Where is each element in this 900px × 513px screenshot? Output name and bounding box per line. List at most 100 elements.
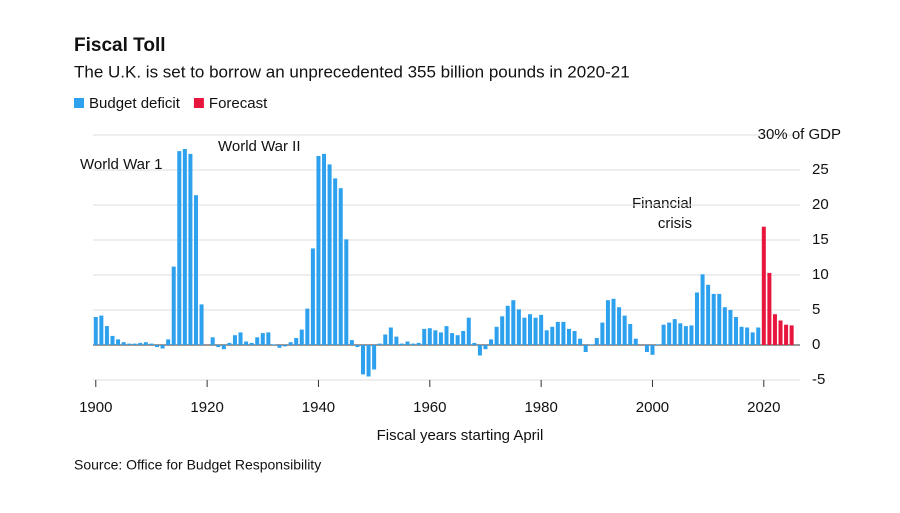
- bar: [255, 337, 260, 345]
- bar: [644, 345, 649, 352]
- bar: [561, 321, 566, 345]
- bar: [695, 292, 700, 345]
- bar: [583, 345, 588, 352]
- bar: [516, 309, 521, 345]
- bar: [628, 324, 633, 345]
- bar: [500, 316, 505, 345]
- bar: [438, 332, 443, 345]
- bar: [505, 305, 510, 345]
- bar: [327, 164, 332, 345]
- x-axis-label: Fiscal years starting April: [377, 427, 544, 444]
- bar: [784, 324, 789, 345]
- bar: [767, 272, 772, 345]
- bar: [227, 342, 232, 345]
- bar: [322, 153, 327, 345]
- bar: [656, 344, 661, 345]
- bar: [193, 195, 198, 345]
- bar: [706, 284, 711, 345]
- bar: [383, 334, 388, 345]
- bar: [539, 314, 544, 345]
- bar: [132, 343, 137, 345]
- bar: [338, 188, 343, 345]
- bar: [672, 319, 677, 345]
- source: Source: Office for Budget Responsibility: [74, 457, 321, 473]
- bar: [104, 326, 109, 345]
- bar: [260, 333, 265, 345]
- bar: [472, 342, 477, 345]
- bar: [511, 300, 516, 345]
- bar: [199, 304, 204, 345]
- bar: [149, 343, 154, 345]
- bar: [461, 331, 466, 345]
- bar: [310, 248, 315, 345]
- x-tick-label: 1900: [79, 399, 112, 416]
- bar: [683, 326, 688, 345]
- bar: [494, 326, 499, 345]
- bar: [249, 342, 254, 345]
- bar: [594, 338, 599, 345]
- bar: [527, 314, 533, 345]
- bar: [522, 317, 527, 345]
- bar: [566, 328, 571, 345]
- x-tick-label: 2000: [636, 399, 669, 416]
- bar: [433, 330, 438, 345]
- x-tick-label: 1920: [190, 399, 223, 416]
- bar: [717, 293, 722, 345]
- bar: [739, 326, 744, 345]
- bar: [483, 345, 488, 350]
- bar: [288, 342, 293, 345]
- bar: [394, 336, 399, 345]
- bar: [427, 328, 432, 345]
- bar: [761, 226, 766, 345]
- bar: [733, 317, 738, 345]
- annotation: crisis: [658, 215, 692, 232]
- bar: [93, 317, 98, 345]
- x-tick-label: 1960: [413, 399, 446, 416]
- y-tick-label: 0: [812, 336, 820, 353]
- legend-label: Forecast: [209, 95, 268, 112]
- bar: [416, 342, 421, 345]
- bar: [405, 341, 410, 345]
- bar: [232, 335, 237, 345]
- bar: [360, 345, 366, 375]
- y-tick-label: -5: [812, 371, 825, 388]
- bar: [177, 151, 182, 345]
- bar: [466, 317, 471, 345]
- bar: [160, 345, 165, 349]
- bar: [633, 338, 638, 345]
- bar: [689, 325, 694, 345]
- y-tick-label: 10: [812, 266, 829, 283]
- x-tick-label: 1980: [524, 399, 557, 416]
- bar: [299, 329, 304, 345]
- bar: [411, 343, 416, 345]
- bar: [450, 333, 455, 345]
- x-tick-label: 2020: [747, 399, 780, 416]
- y-tick-label: 30% of GDP: [758, 126, 841, 143]
- bar: [650, 345, 655, 355]
- bar: [349, 340, 354, 345]
- bar: [372, 345, 377, 370]
- bar: [121, 342, 126, 345]
- annotation: World War II: [218, 138, 301, 155]
- bar: [166, 339, 171, 345]
- bar: [138, 342, 143, 345]
- bar: [711, 293, 716, 345]
- bar: [355, 345, 360, 348]
- bar: [155, 345, 160, 348]
- bar: [722, 307, 727, 345]
- bar: [778, 320, 783, 345]
- bar: [622, 315, 627, 345]
- bar: [366, 345, 371, 377]
- x-tick-label: 1940: [302, 399, 335, 416]
- bar: [605, 300, 610, 345]
- bar: [745, 327, 750, 345]
- y-tick-label: 15: [812, 231, 829, 248]
- bar: [589, 344, 594, 345]
- bar: [600, 322, 605, 345]
- bar: [661, 324, 666, 345]
- bar: [210, 337, 215, 345]
- legend-swatch: [74, 98, 84, 108]
- annotation: Financial: [632, 195, 692, 212]
- bar: [455, 335, 460, 345]
